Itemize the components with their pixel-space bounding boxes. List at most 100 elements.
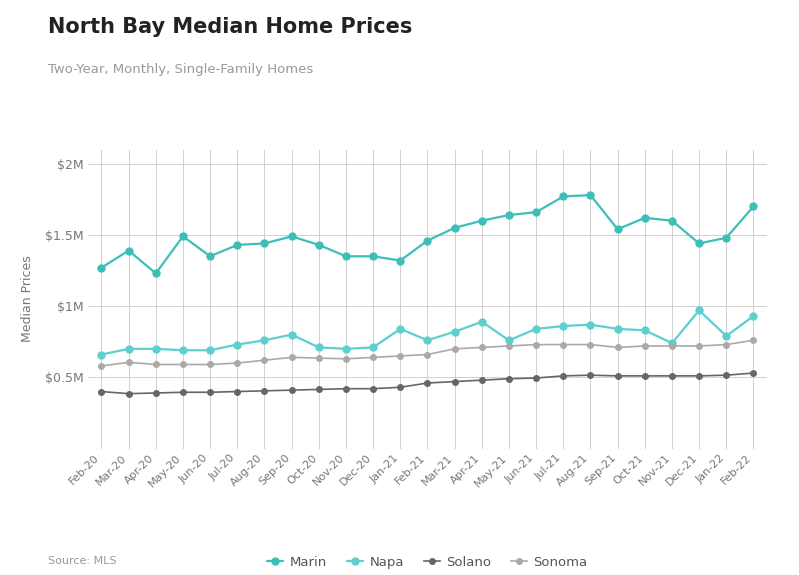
Marin bbox=[721, 235, 731, 242]
Solano bbox=[423, 380, 432, 386]
Napa bbox=[260, 337, 269, 344]
Marin bbox=[124, 247, 133, 254]
Napa bbox=[694, 307, 704, 314]
Marin bbox=[396, 257, 405, 264]
Sonoma bbox=[586, 341, 595, 348]
Sonoma bbox=[667, 343, 677, 350]
Line: Sonoma: Sonoma bbox=[99, 338, 756, 369]
Solano bbox=[341, 385, 351, 392]
Marin bbox=[423, 237, 432, 244]
Napa bbox=[477, 319, 487, 325]
Sonoma bbox=[477, 344, 487, 351]
Solano bbox=[287, 386, 296, 393]
Sonoma bbox=[640, 343, 650, 350]
Solano bbox=[586, 371, 595, 378]
Napa bbox=[314, 344, 324, 351]
Napa bbox=[151, 346, 161, 352]
Napa bbox=[233, 341, 242, 348]
Solano bbox=[694, 373, 704, 380]
Sonoma bbox=[233, 359, 242, 366]
Sonoma bbox=[694, 343, 704, 350]
Marin bbox=[531, 209, 541, 216]
Text: Source: MLS: Source: MLS bbox=[48, 557, 117, 566]
Marin bbox=[314, 242, 324, 248]
Marin bbox=[287, 233, 296, 240]
Marin bbox=[233, 242, 242, 248]
Marin bbox=[97, 264, 106, 271]
Napa bbox=[721, 332, 731, 339]
Solano bbox=[667, 373, 677, 380]
Sonoma bbox=[368, 354, 378, 361]
Napa bbox=[205, 347, 215, 354]
Sonoma bbox=[260, 356, 269, 363]
Text: Two-Year, Monthly, Single-Family Homes: Two-Year, Monthly, Single-Family Homes bbox=[48, 63, 313, 76]
Sonoma bbox=[287, 354, 296, 361]
Y-axis label: Median Prices: Median Prices bbox=[21, 256, 34, 342]
Sonoma bbox=[314, 355, 324, 362]
Napa bbox=[423, 337, 432, 344]
Napa bbox=[124, 346, 133, 352]
Marin bbox=[694, 240, 704, 247]
Marin bbox=[151, 270, 161, 277]
Napa bbox=[97, 351, 106, 358]
Marin bbox=[178, 233, 188, 240]
Napa bbox=[450, 328, 459, 335]
Sonoma bbox=[504, 343, 514, 350]
Napa bbox=[749, 313, 758, 320]
Marin bbox=[368, 253, 378, 260]
Solano bbox=[450, 378, 459, 385]
Solano bbox=[721, 371, 731, 378]
Text: North Bay Median Home Prices: North Bay Median Home Prices bbox=[48, 17, 412, 37]
Marin bbox=[205, 253, 215, 260]
Napa bbox=[559, 323, 568, 329]
Sonoma bbox=[450, 346, 459, 352]
Solano bbox=[368, 385, 378, 392]
Solano bbox=[613, 373, 622, 380]
Napa bbox=[613, 325, 622, 332]
Napa bbox=[531, 325, 541, 332]
Marin bbox=[613, 226, 622, 233]
Sonoma bbox=[749, 337, 758, 344]
Sonoma bbox=[531, 341, 541, 348]
Napa bbox=[504, 337, 514, 344]
Solano bbox=[477, 377, 487, 384]
Napa bbox=[341, 346, 351, 352]
Marin bbox=[667, 217, 677, 224]
Marin bbox=[341, 253, 351, 260]
Sonoma bbox=[613, 344, 622, 351]
Napa bbox=[586, 321, 595, 328]
Sonoma bbox=[423, 351, 432, 358]
Napa bbox=[368, 344, 378, 351]
Solano bbox=[233, 388, 242, 395]
Napa bbox=[667, 340, 677, 347]
Sonoma bbox=[396, 352, 405, 359]
Napa bbox=[640, 327, 650, 334]
Solano bbox=[314, 386, 324, 393]
Solano bbox=[205, 389, 215, 396]
Sonoma bbox=[341, 355, 351, 362]
Sonoma bbox=[205, 361, 215, 368]
Legend: Marin, Napa, Solano, Sonoma: Marin, Napa, Solano, Sonoma bbox=[262, 551, 593, 575]
Marin bbox=[260, 240, 269, 247]
Sonoma bbox=[124, 359, 133, 366]
Solano bbox=[178, 389, 188, 396]
Solano bbox=[531, 374, 541, 381]
Solano bbox=[396, 384, 405, 391]
Line: Napa: Napa bbox=[98, 307, 757, 358]
Sonoma bbox=[178, 361, 188, 368]
Sonoma bbox=[721, 341, 731, 348]
Marin bbox=[504, 212, 514, 218]
Solano bbox=[559, 373, 568, 380]
Marin bbox=[559, 193, 568, 200]
Sonoma bbox=[97, 362, 106, 369]
Marin bbox=[477, 217, 487, 224]
Solano bbox=[151, 389, 161, 396]
Marin bbox=[640, 214, 650, 221]
Marin bbox=[450, 224, 459, 231]
Solano bbox=[124, 390, 133, 397]
Sonoma bbox=[559, 341, 568, 348]
Marin bbox=[586, 191, 595, 198]
Marin bbox=[749, 203, 758, 210]
Solano bbox=[504, 375, 514, 382]
Solano bbox=[97, 388, 106, 395]
